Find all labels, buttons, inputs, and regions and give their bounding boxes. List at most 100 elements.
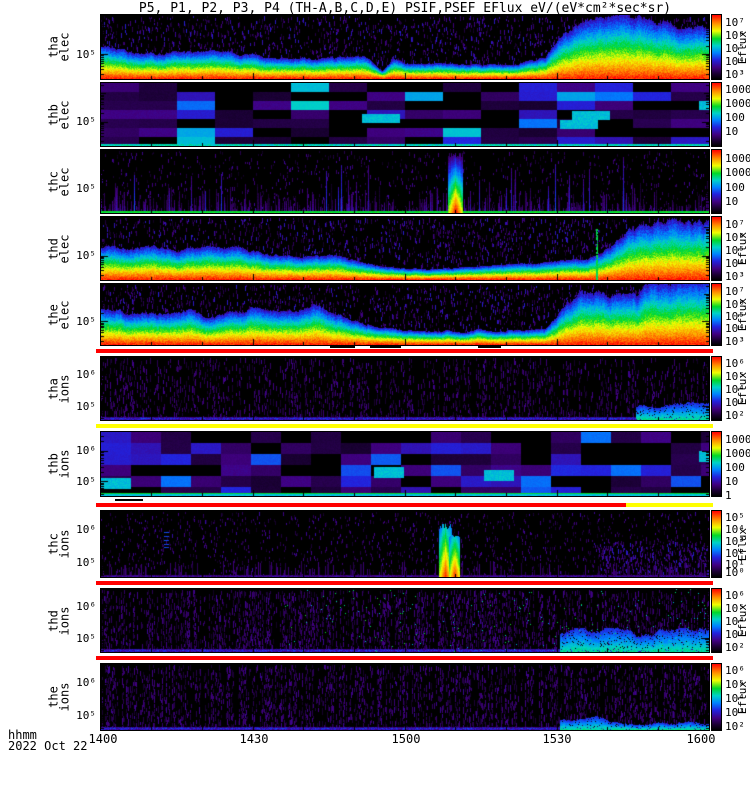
colorbar-axis-label: Eflux bbox=[736, 663, 750, 731]
colorbar-tick-label: 100 bbox=[725, 111, 745, 124]
colorbar-tick-label: 10³ bbox=[725, 270, 745, 283]
y-tick-label: 10⁵ bbox=[76, 182, 96, 195]
separator-bar-red bbox=[96, 503, 626, 507]
x-tick-label: 1600 bbox=[686, 732, 716, 746]
spectrogram-canvas-thc-elec bbox=[101, 150, 709, 213]
colorbar-tick-label: 10⁵ bbox=[725, 678, 745, 691]
colorbar-axis-label: Eflux bbox=[736, 588, 750, 653]
spectrogram-the-ions bbox=[100, 663, 710, 731]
colorbar-tick-label: 10⁷ bbox=[725, 16, 745, 29]
colorbar-thd-ions bbox=[711, 588, 722, 653]
colorbar-thd-elec bbox=[711, 216, 722, 281]
colorbar-tick-label: 10² bbox=[725, 720, 745, 733]
spectrogram-canvas-tha-ions bbox=[101, 357, 709, 420]
spectrogram-thd-ions bbox=[100, 588, 710, 653]
colorbar-thc-ions bbox=[711, 510, 722, 578]
colorbar-axis-label-text: Eflux bbox=[736, 603, 750, 638]
x-axis-date-label: 2022 Oct 22 bbox=[8, 739, 88, 753]
colorbar-tick-label: 10³ bbox=[725, 628, 745, 641]
colorbar-axis-label-text: Eflux bbox=[736, 297, 750, 332]
colorbar-tick-label: 10⁵ bbox=[725, 602, 745, 615]
x-tick-label: 1500 bbox=[391, 732, 421, 746]
colorbar-the-elec bbox=[711, 283, 722, 346]
spectrogram-canvas-thc-ions bbox=[101, 511, 709, 577]
spectrogram-canvas-thb-elec bbox=[101, 83, 709, 146]
data-gap-mark bbox=[330, 346, 355, 348]
y-tick-label: 10⁵ bbox=[76, 632, 96, 645]
colorbar-tick-label: 1000 bbox=[725, 166, 750, 179]
colorbar-tick-label: 10⁶ bbox=[725, 231, 745, 244]
colorbar-tick-label: 10⁶ bbox=[725, 589, 745, 602]
separator-bar-yellow bbox=[626, 503, 713, 507]
colorbar-tick-label: 10³ bbox=[725, 68, 745, 81]
colorbar-tick-label: 10³ bbox=[725, 706, 745, 719]
figure-title: P5, P1, P2, P3, P4 (TH-A,B,C,D,E) PSIF,P… bbox=[138, 1, 672, 16]
colorbar-tha-ions bbox=[711, 356, 722, 421]
colorbar-axis-label: Eflux bbox=[736, 510, 750, 578]
colorbar-tick-label: 10⁴ bbox=[725, 523, 745, 536]
colorbar-tick-label: 10⁶ bbox=[725, 29, 745, 42]
colorbar-axis-label: Eflux bbox=[736, 216, 750, 281]
colorbar-tick-label: 10⁴ bbox=[725, 692, 745, 705]
x-tick-label: 1430 bbox=[239, 732, 269, 746]
colorbar-tick-label: 10⁷ bbox=[725, 218, 745, 231]
colorbar-tick-label: 100 bbox=[725, 181, 745, 194]
colorbar-tick-label: 10⁴ bbox=[725, 257, 745, 270]
spectrogram-thc-elec bbox=[100, 149, 710, 214]
colorbar-tick-label: 10⁵ bbox=[725, 42, 745, 55]
spectrogram-canvas-thb-ions bbox=[101, 432, 709, 496]
colorbar-tick-label: 10⁵ bbox=[725, 244, 745, 257]
panel-label-thd-elec: thd elec bbox=[40, 216, 78, 281]
data-gap-mark bbox=[478, 346, 501, 348]
colorbar-thb-ions bbox=[711, 431, 722, 497]
colorbar-tha-elec bbox=[711, 14, 722, 80]
colorbar-tick-label: 10⁶ bbox=[725, 298, 745, 311]
colorbar-axis-label: Eflux bbox=[736, 356, 750, 421]
spectrogram-canvas-thd-ions bbox=[101, 589, 709, 652]
colorbar-tick-label: 10000 bbox=[725, 83, 750, 96]
colorbar-axis-label: Eflux bbox=[736, 14, 750, 80]
spectrogram-canvas-the-ions bbox=[101, 664, 709, 730]
colorbar-tick-label: 1 bbox=[725, 489, 732, 502]
panel-label-the-elec: the elec bbox=[40, 283, 78, 346]
colorbar-axis-label: Eflux bbox=[736, 283, 750, 346]
colorbar-tick-label: 1000 bbox=[725, 97, 750, 110]
colorbar-the-ions bbox=[711, 663, 722, 731]
spectrogram-thd-elec bbox=[100, 216, 710, 281]
spectrogram-tha-elec bbox=[100, 14, 710, 80]
colorbar-tick-label: 10⁵ bbox=[725, 310, 745, 323]
colorbar-tick-label: 10⁵ bbox=[725, 511, 745, 524]
y-tick-label: 10⁵ bbox=[76, 556, 96, 569]
separator-bar-yellow bbox=[96, 424, 713, 428]
y-tick-label: 10⁵ bbox=[76, 315, 96, 328]
colorbar-tick-label: 10000 bbox=[725, 433, 750, 446]
spectrogram-canvas-thd-elec bbox=[101, 217, 709, 280]
colorbar-tick-label: 10⁵ bbox=[725, 370, 745, 383]
colorbar-tick-label: 10³ bbox=[725, 396, 745, 409]
colorbar-tick-label: 10² bbox=[725, 641, 745, 654]
separator-bar-red bbox=[96, 581, 713, 585]
y-tick-label: 10⁵ bbox=[76, 48, 96, 61]
colorbar-thc-elec bbox=[711, 149, 722, 214]
data-gap-mark bbox=[115, 499, 143, 501]
data-gap-mark bbox=[370, 346, 401, 348]
separator-bar-red bbox=[96, 656, 713, 660]
y-tick-label: 10⁶ bbox=[76, 368, 96, 381]
x-axis-format-label: hhmm bbox=[8, 728, 37, 742]
x-tick-label: 1530 bbox=[542, 732, 572, 746]
colorbar-tick-label: 10⁴ bbox=[725, 55, 745, 68]
colorbar-tick-label: 10000 bbox=[725, 152, 750, 165]
colorbar-tick-label: 100 bbox=[725, 461, 745, 474]
colorbar-axis-label-text: Eflux bbox=[736, 527, 750, 561]
spectrogram-canvas-the-elec bbox=[101, 284, 709, 345]
panel-label-thc-elec: thc elec bbox=[40, 149, 78, 214]
y-tick-label: 10⁶ bbox=[76, 444, 96, 457]
y-tick-label: 10⁵ bbox=[76, 709, 96, 722]
colorbar-tick-label: 10⁰ bbox=[725, 566, 745, 579]
y-tick-label: 10⁶ bbox=[76, 676, 96, 689]
spectrogram-thb-ions bbox=[100, 431, 710, 497]
colorbar-tick-label: 10 bbox=[725, 195, 739, 208]
y-tick-label: 10⁵ bbox=[76, 115, 96, 128]
colorbar-tick-label: 10³ bbox=[725, 535, 745, 548]
